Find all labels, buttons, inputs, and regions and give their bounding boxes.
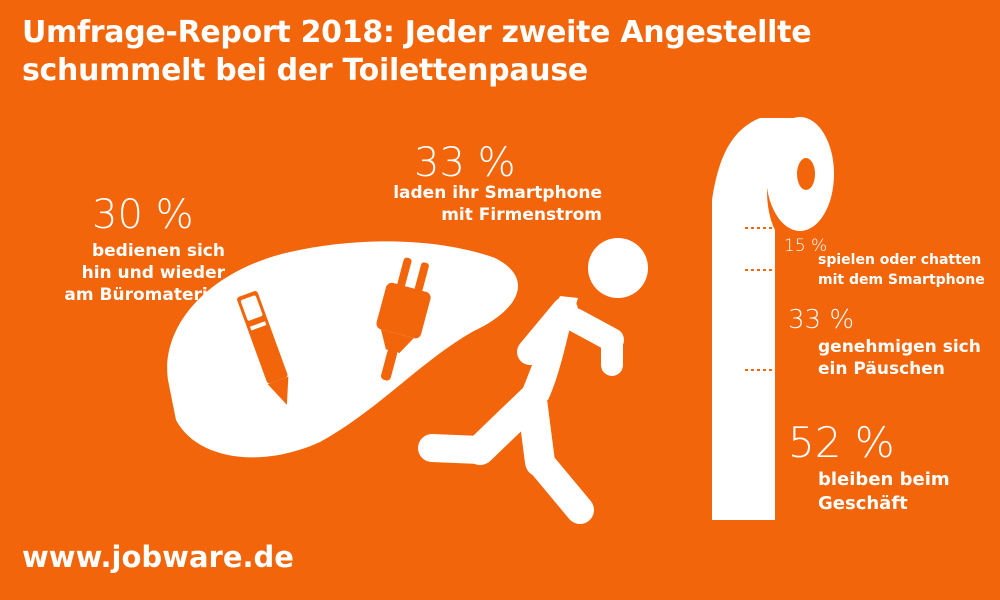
stat-paeuschen-line-2: ein Päuschen xyxy=(818,359,945,379)
stat-spielen-line-1: spielen oder chatten xyxy=(818,252,982,268)
stat-bueromaterial-text: bedienen sich hin und wieder am Büromate… xyxy=(20,240,225,306)
stat-bueromaterial-line-3: am Büromaterial xyxy=(64,285,225,305)
pen-icon xyxy=(237,291,289,405)
stat-paeuschen-percent: 33 % xyxy=(788,305,855,335)
stat-paeuschen-text: genehmigen sich ein Päuschen xyxy=(818,336,981,380)
toilet-paper-icon xyxy=(712,117,834,520)
stat-geschaeft-line-1: bleiben beim xyxy=(818,469,950,490)
stat-smartphone-laden-text: laden ihr Smartphone mit Firmenstrom xyxy=(380,182,602,226)
stat-bueromaterial-line-1: bedienen sich xyxy=(91,241,225,261)
stat-bueromaterial-line-2: hin und wieder xyxy=(81,263,225,283)
stat-geschaeft-text: bleiben beim Geschäft xyxy=(818,468,950,516)
stat-geschaeft-percent: 52 % xyxy=(788,418,895,467)
stat-geschaeft-line-2: Geschäft xyxy=(818,493,908,514)
stat-bueromaterial-percent: 30 % xyxy=(92,192,194,238)
stat-spielen-line-2: mit dem Smartphone xyxy=(818,272,985,288)
title-line-1: Umfrage-Report 2018: Jeder zweite Angest… xyxy=(22,15,812,50)
stat-smartphone-laden-percent: 33 % xyxy=(414,140,516,186)
stat-smartphone-laden-line-2: mit Firmenstrom xyxy=(441,205,602,225)
page-title: Umfrage-Report 2018: Jeder zweite Angest… xyxy=(22,14,982,90)
stat-spielen-percent: 15 % xyxy=(784,236,828,256)
footer-url[interactable]: www.jobware.de xyxy=(22,540,294,574)
title-line-2: schummelt bei der Toilettenpause xyxy=(22,53,588,88)
stat-smartphone-laden-line-1: laden ihr Smartphone xyxy=(393,183,602,203)
stat-spielen-text: spielen oder chatten mit dem Smartphone xyxy=(818,250,985,290)
running-person-icon xyxy=(418,238,648,524)
plug-icon xyxy=(376,257,431,381)
stat-paeuschen-line-1: genehmigen sich xyxy=(818,337,981,357)
